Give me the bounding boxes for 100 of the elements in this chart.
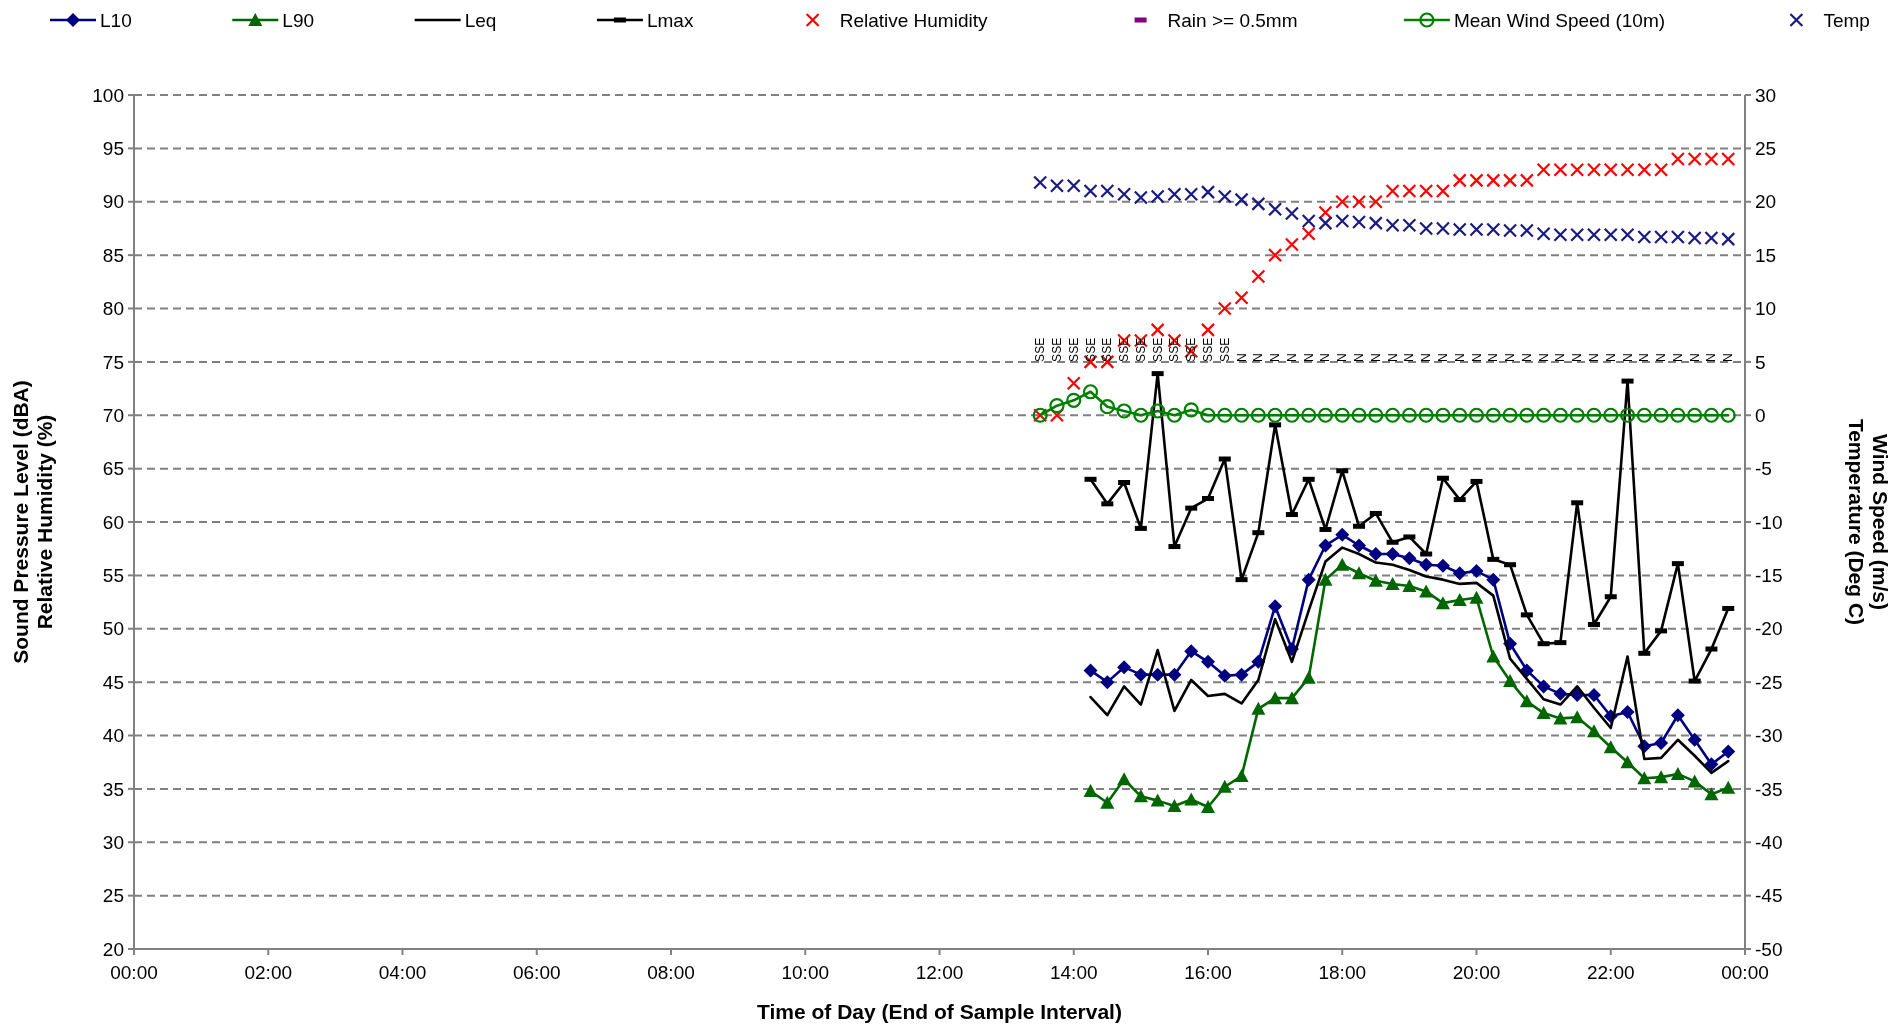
annotation: SSE: [1066, 337, 1081, 362]
point: [1049, 398, 1065, 414]
point: [1100, 183, 1115, 199]
point: [1351, 194, 1367, 209]
point: [1419, 584, 1434, 598]
point: [1301, 572, 1316, 587]
point: [1351, 214, 1367, 230]
annotation: N: [1519, 353, 1534, 362]
annotation: SSE: [1184, 337, 1199, 362]
point: [1536, 162, 1551, 177]
annotation: N: [1553, 353, 1568, 362]
point: [1536, 407, 1552, 423]
point: [1654, 735, 1669, 750]
point: [1586, 724, 1601, 738]
point: [1670, 151, 1685, 167]
point: [1200, 407, 1216, 423]
y-tick-label: 100: [92, 84, 124, 106]
point: [1468, 407, 1485, 423]
point: [1435, 183, 1451, 199]
point: [1368, 216, 1383, 231]
y-tick-label: 60: [102, 511, 124, 533]
point: [1586, 227, 1602, 242]
point: [1704, 230, 1719, 246]
point: [1721, 151, 1736, 167]
point: [1687, 230, 1702, 246]
x-tick-label: 08:00: [647, 962, 695, 983]
annotation: SSE: [1150, 337, 1165, 362]
point: [1402, 218, 1417, 233]
point: [1553, 686, 1568, 701]
annotation: SSE: [1049, 337, 1064, 362]
x-tick-label: 16:00: [1184, 962, 1232, 983]
point: [1704, 757, 1719, 772]
y2-tick-label: 25: [1755, 138, 1777, 160]
annotation: N: [1301, 353, 1316, 362]
annotation: N: [1352, 353, 1367, 362]
point: [1670, 708, 1685, 723]
point: [1485, 407, 1501, 423]
annotation: N: [1503, 353, 1518, 362]
point: [1570, 710, 1585, 724]
x-tick-label: 20:00: [1452, 962, 1501, 983]
y-tick-label: 80: [102, 298, 124, 320]
point: [1217, 668, 1232, 683]
point: [1083, 183, 1098, 199]
point: [1184, 187, 1199, 202]
x-tick-label: 22:00: [1586, 962, 1635, 983]
point: [1117, 772, 1132, 786]
point: [1116, 187, 1132, 202]
point: [1636, 407, 1652, 423]
point: [1233, 407, 1250, 423]
point: [1552, 407, 1569, 423]
point: [1603, 162, 1618, 177]
point: [1251, 196, 1266, 211]
point: [1721, 744, 1736, 759]
point: [1586, 687, 1601, 702]
annotation: N: [1284, 353, 1299, 362]
annotation: SSE: [1217, 337, 1232, 362]
point: [1384, 407, 1401, 423]
point: [1502, 407, 1518, 423]
annotation: SSE: [1201, 337, 1215, 362]
legend-label: Temp: [1823, 9, 1870, 31]
point: [1183, 402, 1199, 418]
point: [1620, 705, 1635, 720]
point: [1519, 223, 1534, 238]
y-tick-label: 25: [102, 885, 124, 907]
point: [1619, 407, 1636, 423]
annotation: N: [1452, 353, 1467, 362]
point: [1603, 407, 1619, 423]
point: [1284, 407, 1300, 423]
point: [1570, 162, 1585, 177]
point: [1217, 407, 1233, 423]
point: [1687, 151, 1702, 167]
y-tick-label: 35: [102, 778, 124, 800]
point: [1670, 229, 1685, 245]
point: [1452, 592, 1467, 606]
point: [1603, 740, 1618, 754]
x-tick-label: 14:00: [1049, 962, 1098, 983]
point: [1234, 769, 1249, 783]
y2-tick-label: -15: [1755, 565, 1783, 587]
point: [1268, 202, 1283, 217]
point: [1184, 792, 1199, 806]
annotation: SSE: [1117, 337, 1132, 362]
point: [1133, 190, 1148, 205]
annotation: N: [1435, 353, 1450, 362]
point: [1469, 590, 1484, 604]
y-tick-label: 40: [102, 725, 124, 747]
y-tick-label: 90: [102, 191, 124, 213]
annotation: N: [1721, 353, 1736, 362]
point: [1268, 691, 1283, 705]
point: [1419, 557, 1434, 572]
annotation: N: [1402, 353, 1417, 362]
point: [1385, 547, 1400, 562]
annotation: N: [1670, 353, 1685, 362]
point: [1519, 407, 1535, 423]
point: [1150, 322, 1165, 337]
legend-label: L90: [282, 9, 315, 31]
point: [1217, 189, 1232, 204]
point: [1150, 403, 1166, 419]
point: [1503, 674, 1518, 688]
point: [1653, 407, 1669, 423]
x-tick-label: 06:00: [512, 962, 561, 983]
